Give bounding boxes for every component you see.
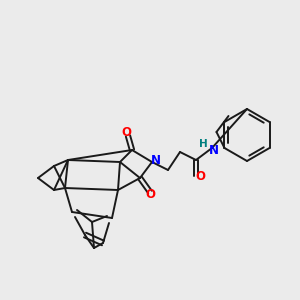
Text: N: N [209, 145, 219, 158]
Text: O: O [121, 127, 131, 140]
Text: O: O [195, 170, 205, 184]
Text: N: N [151, 154, 161, 167]
Text: H: H [199, 139, 207, 149]
Text: O: O [145, 188, 155, 202]
